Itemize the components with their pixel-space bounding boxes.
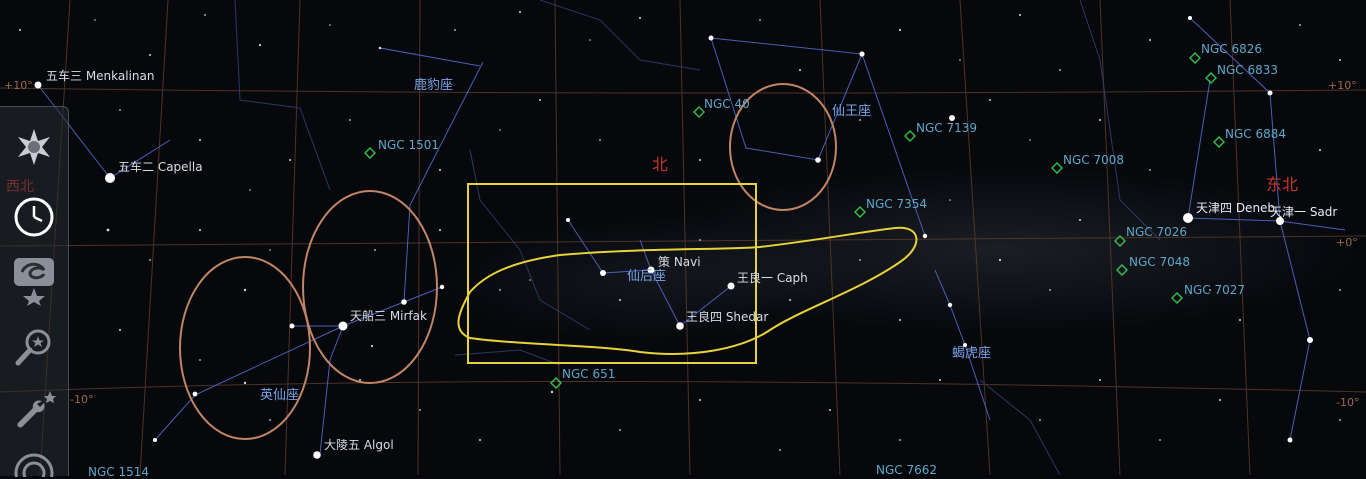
sky-display-icon xyxy=(18,129,50,165)
search-button[interactable] xyxy=(8,325,60,369)
star-shedar xyxy=(676,322,684,330)
label-navi[interactable]: 策 Navi xyxy=(658,255,701,269)
label-ngc7008[interactable]: NGC 7008 xyxy=(1063,153,1125,167)
star-sadr xyxy=(1276,217,1284,225)
label-capella[interactable]: 五车二 Capella xyxy=(118,160,203,174)
grid-label-left-top: +10° xyxy=(4,79,33,92)
star-mirfak xyxy=(338,321,348,331)
sky-display-button[interactable] xyxy=(8,125,60,169)
circle-cepheus xyxy=(729,83,837,211)
star-menkalinan xyxy=(34,81,42,89)
ngc-markers xyxy=(364,52,1225,389)
label-ngc7027[interactable]: NGC 7027 xyxy=(1184,283,1246,297)
star-capella xyxy=(105,173,115,183)
label-caph[interactable]: 王良一 Caph xyxy=(737,271,808,285)
label-ngc40[interactable]: NGC 40 xyxy=(704,97,750,111)
label-ngc7139[interactable]: NGC 7139 xyxy=(916,121,978,135)
grid-label-right-mid: +0° xyxy=(1336,236,1358,249)
cardinal-north: 北 xyxy=(652,155,669,174)
label-ngc7354[interactable]: NGC 7354 xyxy=(866,197,928,211)
background-stars xyxy=(19,11,1341,451)
label-ngc7026[interactable]: NGC 7026 xyxy=(1126,225,1188,239)
grid-label-right-top: +10° xyxy=(1328,79,1357,92)
deep-sky-button[interactable] xyxy=(8,253,60,307)
deep-sky-icon xyxy=(14,258,54,306)
bright-stars xyxy=(34,16,1313,459)
circle-perseus-right xyxy=(302,190,438,384)
constellation-boundaries xyxy=(234,0,1161,475)
circle-perseus-left xyxy=(179,256,311,440)
label-mirfak[interactable]: 天船三 Mirfak xyxy=(350,309,427,323)
label-cepheus[interactable]: 仙王座 xyxy=(832,104,872,119)
label-ngc1514[interactable]: NGC 1514 xyxy=(88,465,150,479)
freehand-outline xyxy=(457,226,918,355)
label-ngc6884[interactable]: NGC 6884 xyxy=(1225,127,1287,141)
label-cassiopeia[interactable]: 仙后座 xyxy=(627,269,667,284)
annotation-ellipses xyxy=(179,83,837,440)
star-deneb xyxy=(1183,213,1193,223)
search-icon xyxy=(15,329,51,366)
label-algol[interactable]: 大陵五 Algol xyxy=(324,438,394,452)
label-sadr[interactable]: 天津一 Sadr xyxy=(1270,205,1338,219)
date-time-button[interactable] xyxy=(8,195,60,239)
left-toolbar xyxy=(0,106,69,477)
settings-icon xyxy=(17,391,56,428)
label-lacerta[interactable]: 蝎虎座 xyxy=(952,346,992,361)
grid-label-left-bottom: -10° xyxy=(70,393,94,406)
label-shedar[interactable]: 王良四 Shedar xyxy=(686,310,769,324)
star-algol xyxy=(313,451,321,459)
help-icon xyxy=(14,453,54,477)
grid-label-right-bottom: -10° xyxy=(1336,396,1360,409)
label-camelopardalis[interactable]: 鹿豹座 xyxy=(414,78,454,93)
highlight-box xyxy=(467,183,757,364)
label-ngc651[interactable]: NGC 651 xyxy=(562,367,616,381)
star-caph xyxy=(727,282,735,290)
label-ngc7662[interactable]: NGC 7662 xyxy=(876,463,938,477)
label-ngc6826[interactable]: NGC 6826 xyxy=(1201,42,1263,56)
clock-icon xyxy=(14,197,54,237)
label-menkalinan[interactable]: 五车三 Menkalinan xyxy=(46,69,155,83)
cardinal-northeast: 东北 xyxy=(1266,175,1299,194)
label-ngc1501[interactable]: NGC 1501 xyxy=(378,138,440,152)
label-deneb[interactable]: 天津四 Deneb xyxy=(1196,201,1276,215)
label-ngc6833[interactable]: NGC 6833 xyxy=(1217,63,1279,77)
label-perseus[interactable]: 英仙座 xyxy=(260,388,300,403)
help-button[interactable] xyxy=(8,447,60,477)
star-navi xyxy=(647,266,655,274)
settings-button[interactable] xyxy=(8,389,60,433)
label-ngc7048[interactable]: NGC 7048 xyxy=(1129,255,1191,269)
